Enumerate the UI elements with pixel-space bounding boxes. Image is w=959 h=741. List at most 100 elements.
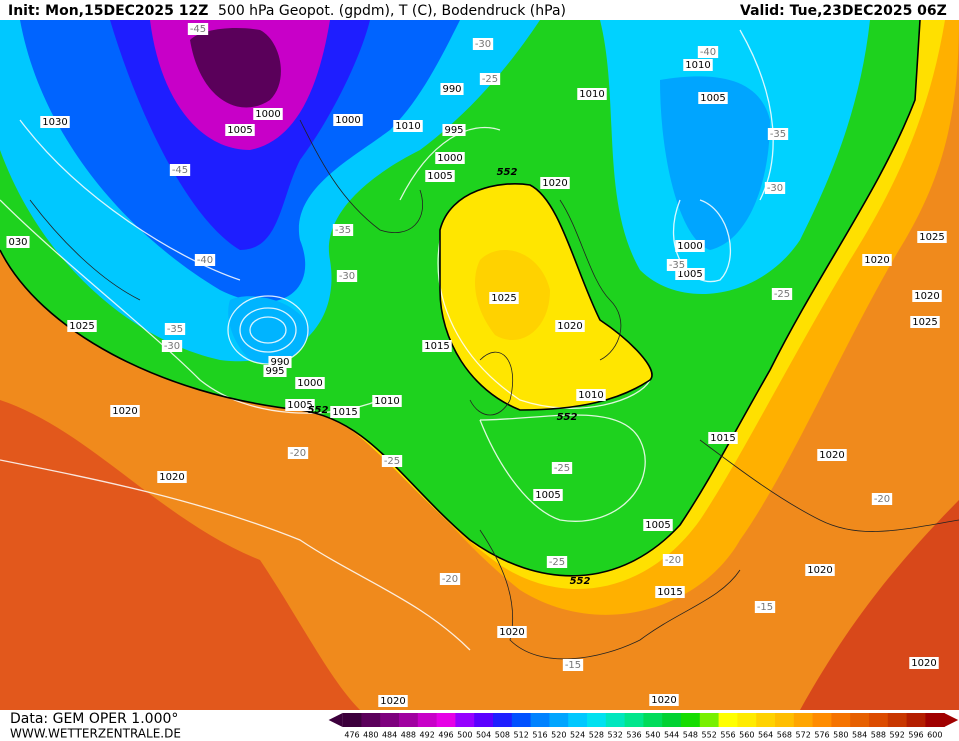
isobar-label-box: [555, 320, 585, 332]
isobar-label-box: [489, 292, 519, 304]
colorbar-swatch: [662, 713, 682, 727]
isobar-label: 990: [442, 84, 461, 95]
temperature-label: -20: [665, 555, 681, 566]
colorbar-tick-label: 488: [401, 731, 416, 740]
temperature-label: -45: [190, 24, 206, 35]
isobar-label: 1020: [557, 321, 582, 332]
temperature-label: -30: [475, 39, 491, 50]
colorbar-swatch: [455, 713, 475, 727]
isobar-label-box: [67, 320, 97, 332]
temperature-label: -30: [339, 271, 355, 282]
isobar-label: 1020: [864, 255, 889, 266]
colorbar-tick-label: 512: [514, 731, 529, 740]
isobar-label-box: [378, 695, 408, 707]
temperature-label: -20: [874, 494, 890, 505]
isobar-label-box: [393, 120, 423, 132]
isobar-label: 1020: [499, 627, 524, 638]
temperature-label-box: [767, 128, 789, 140]
temperature-label: -20: [290, 448, 306, 459]
colorbar-swatch: [361, 713, 381, 727]
colorbar-tick-label: 560: [739, 731, 754, 740]
colorbar-swatch: [850, 713, 870, 727]
colorbar-swatch: [737, 713, 757, 727]
temperature-label-box: [666, 259, 688, 271]
colorbar-swatch: [605, 713, 626, 727]
isobar-label-box: [372, 395, 402, 407]
colorbar-swatch: [436, 713, 456, 727]
temperature-label-box: [332, 224, 354, 236]
isobar-label: 1015: [332, 407, 357, 418]
colorbar-swatch: [624, 713, 644, 727]
isobar-label-box: [157, 471, 187, 483]
colorbar-tick-label: 500: [457, 731, 472, 740]
temperature-label: -45: [172, 165, 188, 176]
isobar-label-box: [6, 236, 30, 248]
isobar-label: 1020: [380, 696, 405, 707]
isobar-label-box: [910, 316, 940, 328]
contour-label: 552: [557, 412, 578, 423]
isobar-label-box: [683, 59, 713, 71]
isobar-label-box: [655, 586, 685, 598]
colorbar-swatch: [906, 713, 926, 727]
temperature-label: -15: [565, 660, 581, 671]
colorbar-swatch: [699, 713, 720, 727]
isobar-label: 1020: [542, 178, 567, 189]
valid-time: Valid: Tue,23DEC2025 06Z: [740, 3, 947, 19]
isobars: [0, 29, 774, 651]
colorbar-swatch: [756, 713, 776, 727]
isobar-label: 1000: [297, 378, 322, 389]
temperature-label-box: [771, 288, 793, 300]
colorbar-tick-label: 524: [570, 731, 585, 740]
isobar-label: 1025: [912, 317, 937, 328]
colorbar-swatch: [718, 713, 738, 727]
isobar-label: 1000: [255, 109, 280, 120]
temperature-label-box: [194, 254, 216, 266]
colorbar-swatch: [474, 713, 494, 727]
temperature-label: -40: [700, 47, 716, 58]
isobar-label: 1015: [657, 587, 682, 598]
temperature-label-box: [169, 164, 191, 176]
temperature-label: -15: [757, 602, 773, 613]
colorbar-tick-label: 592: [890, 731, 905, 740]
isobar-label: 990: [270, 357, 289, 368]
isobar-label-box: [540, 177, 570, 189]
colorbar-tick-label: 596: [908, 731, 923, 740]
contour-552: [0, 19, 921, 577]
colorbar-swatch: [925, 713, 945, 727]
colorbar-tick-label: 532: [608, 731, 623, 740]
colorbar-swatch: [549, 713, 569, 727]
colorbar-swatch: [812, 713, 832, 727]
contour-label: 552: [570, 576, 591, 587]
temperature-label: -25: [384, 456, 400, 467]
isobar-label-box: [295, 377, 325, 389]
isobar-label-box: [576, 389, 606, 401]
colorbar-swatch: [511, 713, 532, 727]
colorbar-tick-label: 540: [645, 731, 660, 740]
colorbar-swatch: [530, 713, 550, 727]
temperature-label-box: [187, 23, 209, 35]
temperature-label: -25: [482, 74, 498, 85]
colorbar-tick-label: 572: [796, 731, 811, 740]
isobar-label-box: [497, 626, 527, 638]
isobar-label-box: [442, 124, 466, 136]
isobar-label: 1010: [395, 121, 420, 132]
temperature-label: -35: [335, 225, 351, 236]
colorbar-swatch: [793, 713, 814, 727]
isobar-label-box: [440, 83, 464, 95]
temperature-label: -30: [164, 341, 180, 352]
colorbar-tick-label: 548: [683, 731, 698, 740]
temperature-label-box: [381, 455, 403, 467]
isobar-label: 995: [444, 125, 463, 136]
isobar-label: 1025: [491, 293, 516, 304]
isobar-label-box: [253, 108, 283, 120]
isobar-label: 1000: [677, 241, 702, 252]
isobar-label-box: [817, 449, 847, 461]
isobar-label: 030: [8, 237, 27, 248]
isobar-label: 1005: [535, 490, 560, 501]
temperature-label-box: [546, 556, 568, 568]
isobar-label-box: [805, 564, 835, 576]
isobar-label: 1005: [645, 520, 670, 531]
temperature-label-box: [871, 493, 893, 505]
colorbar-tick-label: 552: [702, 731, 717, 740]
